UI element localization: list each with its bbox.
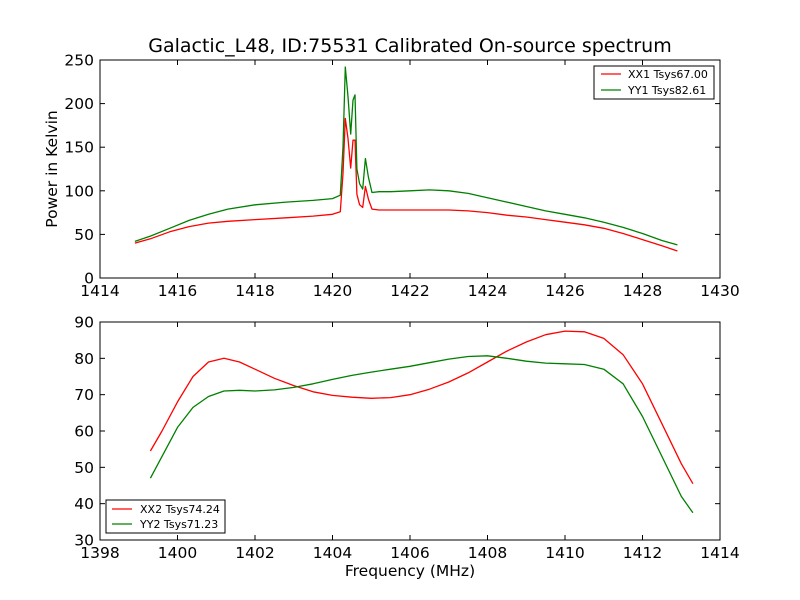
bottom-y-tick-label: 50 — [74, 459, 94, 477]
bottom-y-tick-label: 70 — [74, 386, 94, 404]
legend-label-xx2: XX2 Tsys74.24 — [140, 503, 220, 516]
bottom-y-tick-label: 40 — [74, 495, 94, 513]
top-y-axis-label: Power in Kelvin — [43, 110, 61, 227]
bottom-x-tick-label: 1400 — [158, 544, 197, 562]
top-series-line-1 — [134, 66, 678, 246]
bottom-x-tick-label: 1406 — [390, 544, 429, 562]
top-y-tick-label: 250 — [64, 52, 94, 70]
top-y-tick-label: 0 — [84, 270, 94, 288]
bottom-x-tick-label: 1398 — [80, 544, 119, 562]
legend-label-yy1: YY1 Tsys82.61 — [627, 84, 706, 97]
top-x-tick-label: 1416 — [158, 282, 197, 300]
top-y-tick-label: 50 — [74, 226, 94, 244]
legend-label-yy2: YY2 Tsys71.23 — [139, 518, 218, 531]
bottom-y-tick-label: 30 — [74, 532, 94, 550]
bottom-y-tick-label: 80 — [74, 350, 94, 368]
top-x-tick-label: 1418 — [235, 282, 274, 300]
bottom-y-tick-label: 90 — [74, 314, 94, 332]
top-plot-panel: Power in Kelvin 1414 1416 1418 1420 1422 1424… — [43, 52, 740, 301]
top-series-group — [134, 66, 678, 252]
top-x-tick-label: 1422 — [390, 282, 429, 300]
bottom-x-axis-label: Frequency (MHz) — [345, 562, 475, 580]
bottom-x-tick-label: 1408 — [468, 544, 507, 562]
top-x-tick-label: 1420 — [313, 282, 352, 300]
bottom-legend-box — [105, 499, 226, 534]
top-series-line-0 — [134, 117, 678, 252]
bottom-series-line-0 — [149, 330, 694, 485]
bottom-x-tick-label: 1410 — [545, 544, 584, 562]
legend-label-xx1: XX1 Tsys67.00 — [628, 68, 708, 81]
top-axis-ticks: 1414 1416 1418 1420 1422 1424 1426 1428 1430 0 50 1… — [64, 52, 739, 301]
bottom-series-group — [149, 330, 694, 514]
top-y-tick-label: 100 — [64, 182, 94, 200]
top-x-tick-label: 1426 — [545, 282, 584, 300]
top-y-tick-label: 150 — [64, 139, 94, 157]
top-x-tick-label: 1424 — [468, 282, 507, 300]
bottom-plot-panel: 1398 1400 1402 1404 1406 1408 1410 1412 1414 30 40… — [74, 314, 739, 581]
top-x-tick-label: 1430 — [700, 282, 739, 300]
top-y-tick-label: 200 — [64, 95, 94, 113]
chart-title: Galactic_L48, ID:75531 Calibrated On-sou… — [148, 35, 671, 57]
top-legend: XX1 Tsys67.00 YY1 Tsys82.61 — [593, 65, 715, 100]
bottom-axis-ticks: 1398 1400 1402 1404 1406 1408 1410 1412 1414 30 40… — [74, 314, 739, 563]
bottom-series-line-1 — [149, 355, 694, 514]
bottom-x-tick-label: 1412 — [623, 544, 662, 562]
top-x-tick-label: 1428 — [623, 282, 662, 300]
bottom-x-tick-label: 1404 — [313, 544, 352, 562]
top-x-tick-label: 1414 — [80, 282, 119, 300]
bottom-y-tick-label: 60 — [74, 423, 94, 441]
top-legend-box — [593, 65, 715, 100]
bottom-x-tick-label: 1402 — [235, 544, 274, 562]
bottom-legend: XX2 Tsys74.24 YY2 Tsys71.23 — [105, 499, 226, 534]
bottom-x-tick-label: 1414 — [700, 544, 739, 562]
